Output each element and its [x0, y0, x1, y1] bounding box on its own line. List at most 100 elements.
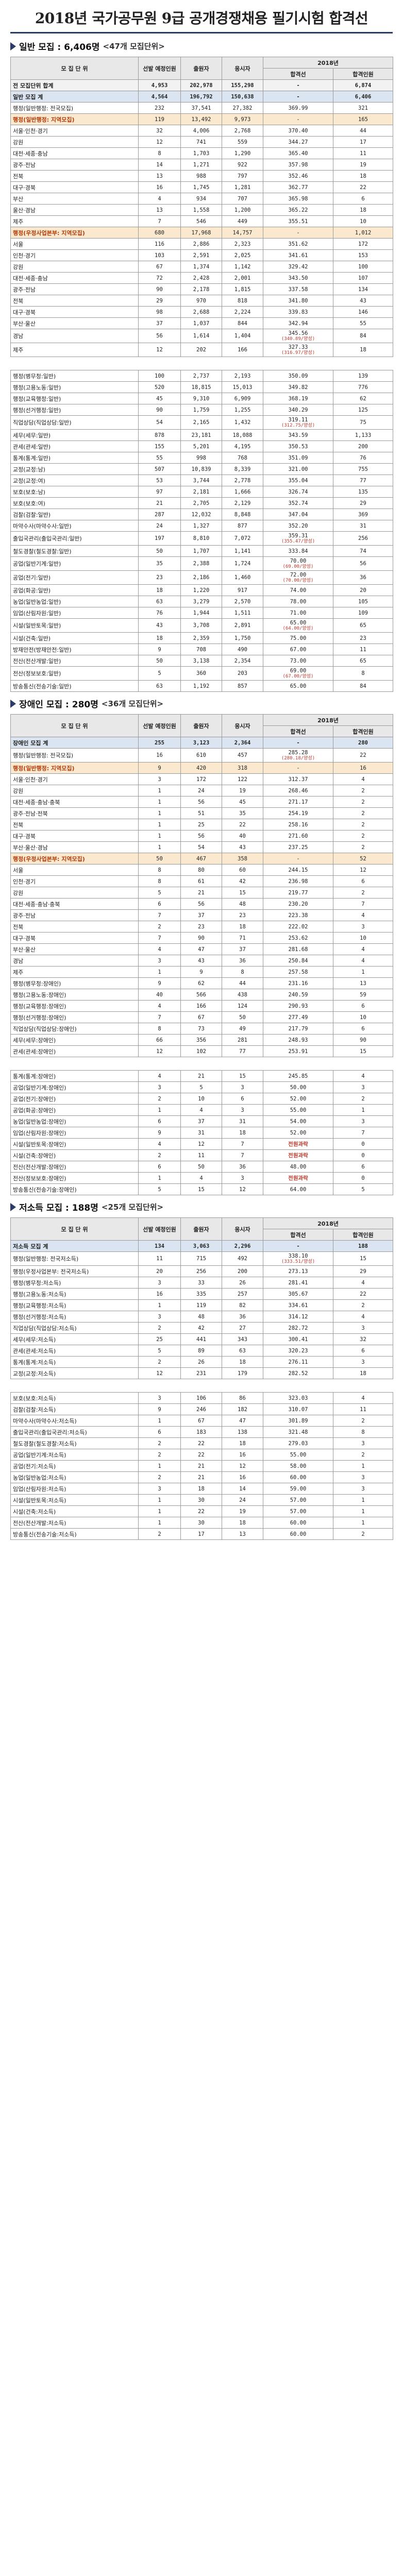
table-row: 행정(선거행정:일반) 90 1,759 1,255 340.29 125	[10, 404, 393, 416]
cell-passers: 76	[333, 452, 393, 464]
cell-select: 90	[138, 404, 181, 416]
cell-passers: 4	[333, 1311, 393, 1323]
table-row: 대구·경북 7 90 71 253.62 10	[10, 932, 393, 944]
cell-select: 20	[138, 1265, 181, 1277]
table-row: 출입국관리(출입국관리:저소득) 6 183 138 321.48 8	[10, 1426, 393, 1438]
cutline-value-female: (312.75/양성)	[281, 423, 315, 428]
cell-select: 6	[138, 1426, 181, 1438]
cell-cutline: 355.51	[263, 215, 333, 227]
table-row: 공업(화공:일반) 18 1,220 917 74.00 20	[10, 584, 393, 596]
header-applicants: 출원자	[180, 57, 222, 80]
table-row: 경남 3 43 36 250.84 4	[10, 955, 393, 967]
cell-passers: 3	[333, 1356, 393, 1368]
cell-takers: 35	[222, 807, 263, 819]
cell-applicants: 1,745	[180, 181, 222, 193]
cell-applicants: 2,591	[180, 249, 222, 261]
cell-takers: 50	[222, 1011, 263, 1023]
table-row: 행정(일반행정: 전국모집) 232 37,541 27,382 369.99 321	[10, 102, 393, 114]
cell-select: 56	[138, 329, 181, 343]
cell-unit: 관세(관세:장애인)	[10, 1045, 139, 1057]
cell-passers: 2	[333, 830, 393, 842]
cutline-value: 327.33	[288, 344, 308, 350]
cutline-value: -	[296, 855, 300, 862]
table-row: 행정(일반행정: 전국모집) 16 610 457 285.28 (280.18/양성) 2…	[10, 748, 393, 762]
section-subtitle: <25개 모집단위>	[101, 1202, 164, 1212]
cell-takers: 2,354	[222, 655, 263, 667]
cell-unit: 교정(교정:저소득)	[10, 1367, 139, 1379]
cell-passers: 4	[333, 943, 393, 955]
cutline-value: 75.00	[290, 635, 307, 641]
cell-passers: 165	[333, 113, 393, 125]
cell-passers: 755	[333, 463, 393, 475]
cell-select: 35	[138, 556, 181, 571]
cell-passers: 18	[333, 204, 393, 216]
cell-unit: 검찰(검찰:일반)	[10, 509, 139, 520]
cell-takers: 18	[222, 921, 263, 933]
cell-applicants: 420	[180, 762, 222, 774]
cell-applicants: 24	[180, 785, 222, 796]
cell-passers: 16	[333, 762, 393, 774]
cell-cutline: 248.93	[263, 1034, 333, 1046]
cell-unit: 광주·전남	[10, 283, 139, 295]
header-applicants: 출원자	[180, 714, 222, 737]
cell-applicants: 183	[180, 1426, 222, 1438]
cutline-value: 257.58	[288, 969, 308, 975]
cutline-value: 276.11	[288, 1359, 308, 1365]
cell-takers: 37	[222, 943, 263, 955]
cell-unit: 통계(통계:일반)	[10, 452, 139, 464]
cell-applicants: 67	[180, 1415, 222, 1427]
cell-takers: 40	[222, 830, 263, 842]
cell-applicants: 196,792	[180, 91, 222, 103]
cutline-value: 48.00	[290, 1163, 307, 1170]
cell-applicants: 43	[180, 955, 222, 967]
cell-unit: 직업상담(직업상담:저소득)	[10, 1322, 139, 1334]
cell-passers: 29	[333, 1265, 393, 1277]
cell-select: 12	[138, 343, 181, 357]
cell-unit: 시설(건축:장애인)	[10, 1149, 139, 1161]
cutline-value: 57.00	[290, 1508, 307, 1515]
cell-cutline: 59.00	[263, 1483, 333, 1495]
cell-takers: 9,973	[222, 113, 263, 125]
table-row: 세무(세무:저소득) 25 441 343 300.41 32	[10, 1333, 393, 1345]
cell-unit: 농업(일반농업:일반)	[10, 596, 139, 607]
table-row: 저소득 모집 계 134 3,063 2,296 - 188	[10, 1240, 393, 1252]
cell-unit: 세무(세무:일반)	[10, 429, 139, 441]
cell-unit: 행정(우정사업본부: 지역모집)	[10, 853, 139, 865]
cell-select: 16	[138, 748, 181, 762]
cell-applicants: 25	[180, 819, 222, 831]
cell-select: 40	[138, 989, 181, 1001]
cell-unit: 강원	[10, 887, 139, 899]
cutline-value: 351.62	[288, 241, 308, 247]
cutline-value: 60.00	[290, 1531, 307, 1537]
cell-takers: 2,025	[222, 249, 263, 261]
cell-applicants: 441	[180, 1333, 222, 1345]
cell-applicants: 202	[180, 343, 222, 357]
cell-passers: 172	[333, 238, 393, 250]
cell-cutline: 333.84	[263, 545, 333, 557]
cell-select: 90	[138, 283, 181, 295]
cell-takers: 2,768	[222, 125, 263, 137]
cell-takers: 2,778	[222, 474, 263, 486]
cell-passers: 18	[333, 343, 393, 357]
cell-passers: 22	[333, 1288, 393, 1300]
table-row: 전산(전산개발:저소득) 1 30 18 60.00 1	[10, 1517, 393, 1529]
cell-cutline: 323.03	[263, 1392, 333, 1404]
cutline-value: -	[296, 116, 300, 123]
cell-select: 287	[138, 509, 181, 520]
cell-unit: 전북	[10, 295, 139, 307]
cell-cutline: 327.33 (316.97/양성)	[263, 343, 333, 357]
cell-takers: 36	[222, 1311, 263, 1323]
cell-passers: 2	[333, 887, 393, 899]
table-row: 제주 7 546 449 355.51 10	[10, 215, 393, 227]
cell-select: 50	[138, 655, 181, 667]
cell-applicants: 2,359	[180, 632, 222, 644]
cell-takers: 2,891	[222, 618, 263, 633]
cell-applicants: 47	[180, 943, 222, 955]
table-row: 부산·울산·경남 1 54 43 237.25 2	[10, 841, 393, 853]
cell-passers: 4	[333, 1392, 393, 1404]
cell-takers: 318	[222, 762, 263, 774]
table-row: 행정(교육행정:저소득) 1 119 82 334.61 2	[10, 1299, 393, 1311]
cell-applicants: 3,279	[180, 596, 222, 607]
cell-applicants: 51	[180, 807, 222, 819]
cell-passers: 2	[333, 1299, 393, 1311]
